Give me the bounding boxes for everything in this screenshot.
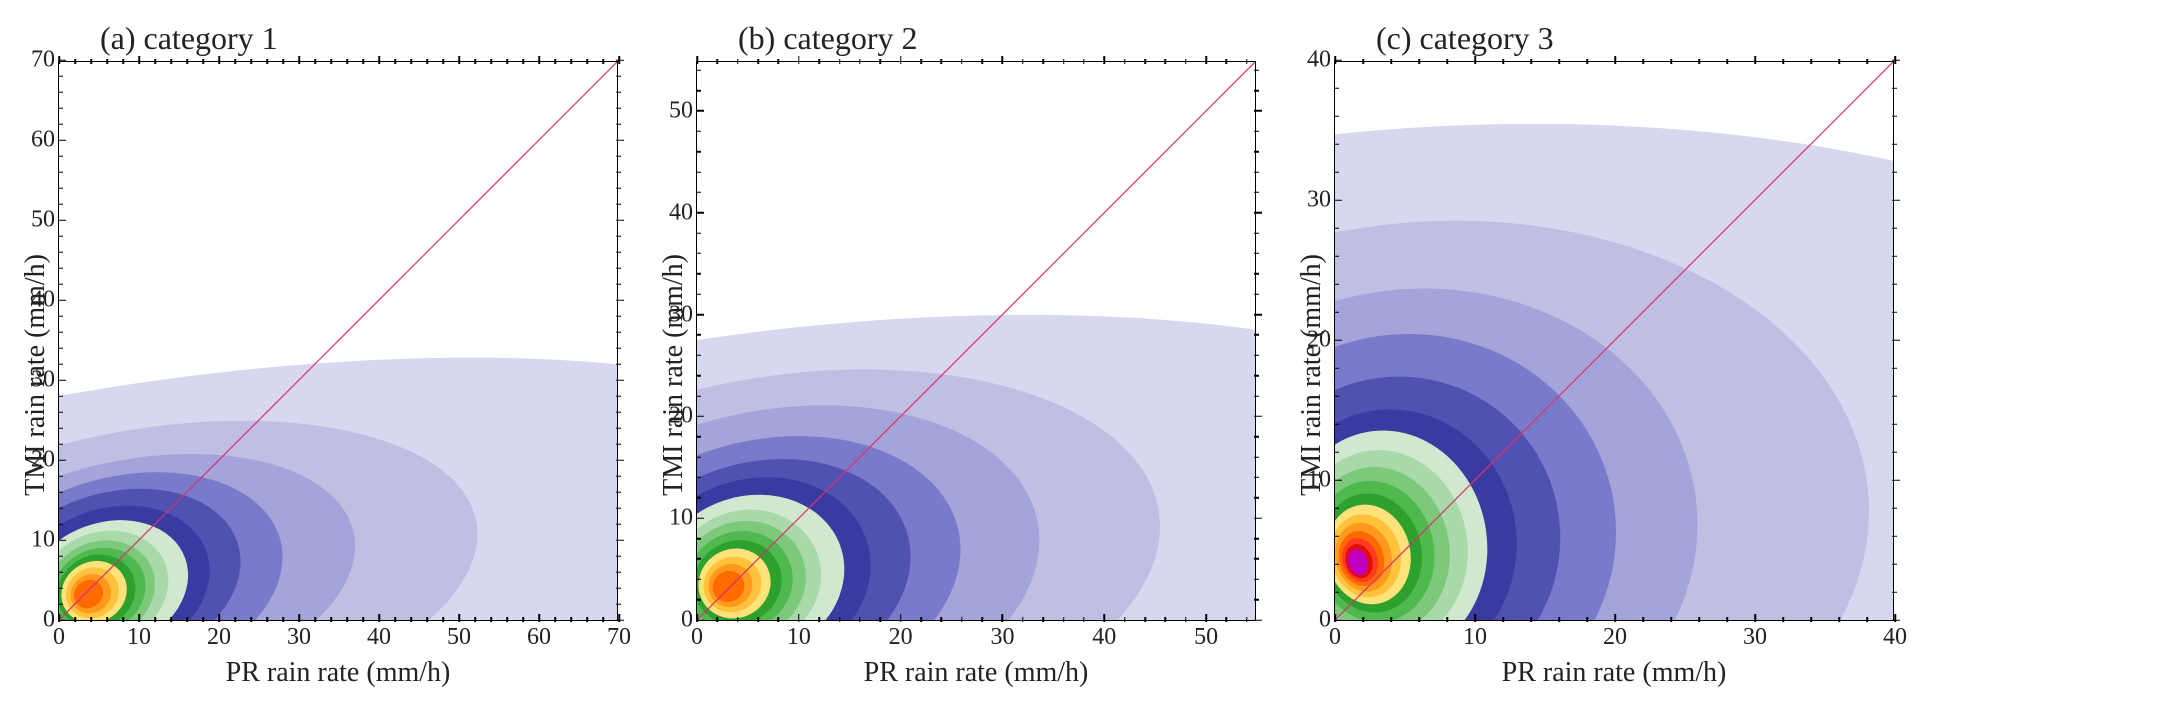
y-tick-label: 20 [645,403,693,430]
y-tick-label: 40 [7,287,55,314]
panel-title: (c) category 3 [1376,20,1894,57]
x-tick-label: 60 [527,624,551,651]
x-tick-label: 10 [127,624,151,651]
plot-area: 010203040506070010203040506070 [58,61,618,621]
x-tick-label: 10 [1463,624,1487,651]
y-tick-label: 60 [7,127,55,154]
x-tick-label: 20 [207,624,231,651]
plot-area: 0102030405001020304050 [696,61,1256,621]
panel-title: (b) category 2 [738,20,1256,57]
y-tick-label: 0 [645,607,693,634]
x-tick-label: 50 [1194,624,1218,651]
x-tick-label: 30 [990,624,1014,651]
y-tick-label: 30 [1283,187,1331,214]
panel-b: (b) category 2TMI rain rate (mm/h)010203… [658,20,1256,689]
x-tick-label: 40 [367,624,391,651]
y-tick-label: 30 [645,301,693,328]
panel-a: (a) category 1TMI rain rate (mm/h)010203… [20,20,618,689]
y-tick-label: 50 [645,97,693,124]
plot-area: 010203040010203040 [1334,61,1894,621]
y-tick-label: 0 [1283,607,1331,634]
y-tick-label: 20 [7,447,55,474]
chart-wrap: TMI rain rate (mm/h)010203040010203040PR… [1296,61,1894,689]
x-tick-label: 0 [1329,624,1341,651]
x-tick-label: 50 [447,624,471,651]
x-tick-label: 0 [53,624,65,651]
x-tick-label: 10 [787,624,811,651]
x-tick-label: 40 [1883,624,1907,651]
y-tick-label: 40 [1283,47,1331,74]
y-tick-label: 0 [7,607,55,634]
x-tick-label: 30 [1743,624,1767,651]
y-tick-label: 30 [7,367,55,394]
x-tick-label: 20 [889,624,913,651]
x-tick-label: 20 [1603,624,1627,651]
x-axis-label: PR rain rate (mm/h) [696,657,1256,689]
y-tick-label: 10 [1283,467,1331,494]
y-tick-label: 20 [1283,327,1331,354]
x-tick-label: 70 [607,624,631,651]
y-tick-label: 10 [7,527,55,554]
panel-c: (c) category 3TMI rain rate (mm/h)010203… [1296,20,1894,689]
x-axis-label: PR rain rate (mm/h) [58,657,618,689]
y-tick-label: 50 [7,207,55,234]
chart-wrap: TMI rain rate (mm/h)01020304050010203040… [658,61,1256,689]
y-tick-label: 10 [645,505,693,532]
panel-title: (a) category 1 [100,20,618,57]
x-axis-label: PR rain rate (mm/h) [1334,657,1894,689]
y-tick-label: 40 [645,199,693,226]
chart-wrap: TMI rain rate (mm/h)01020304050607001020… [20,61,618,689]
x-tick-label: 0 [691,624,703,651]
x-tick-label: 30 [287,624,311,651]
y-tick-label: 70 [7,47,55,74]
x-tick-label: 40 [1092,624,1116,651]
panel-row: (a) category 1TMI rain rate (mm/h)010203… [20,20,2141,689]
